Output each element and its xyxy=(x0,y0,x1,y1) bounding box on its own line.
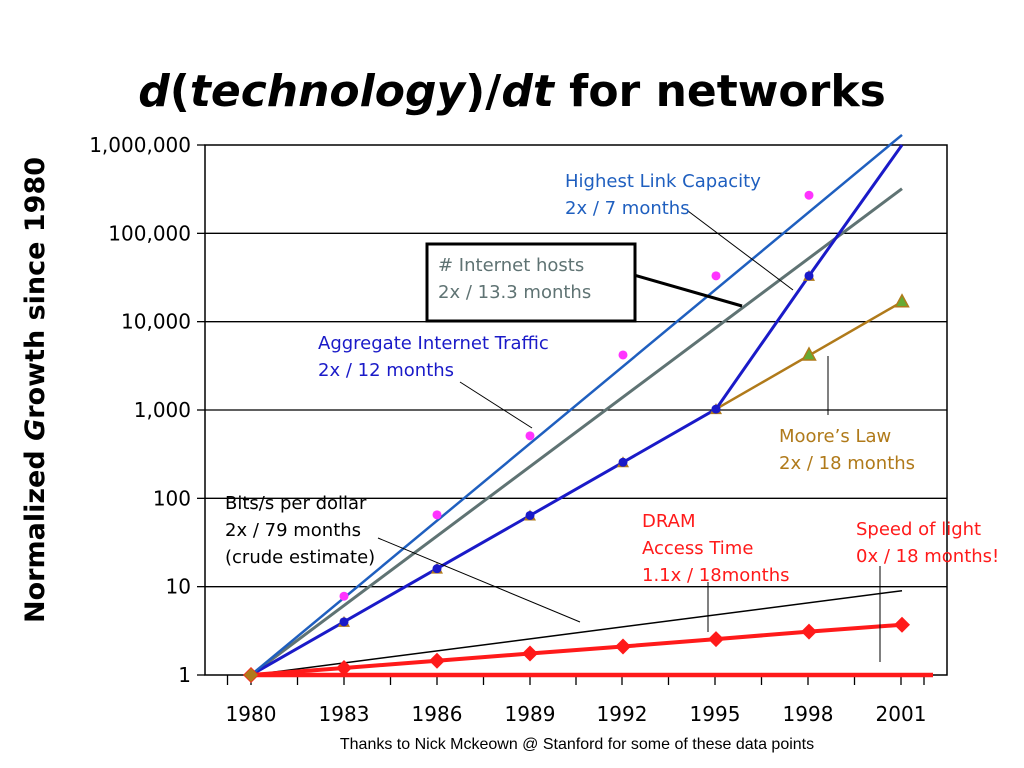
y-tick-label: 10 xyxy=(166,575,191,599)
slide-title: d(technology)/dt for networks xyxy=(138,66,886,117)
data-point-dram-access-time xyxy=(708,631,724,648)
data-point-highest-link-capacity xyxy=(525,431,535,441)
link-capacity-label: Highest Link Capacity 2x / 7 months xyxy=(565,171,761,219)
y-tick-label: 10,000 xyxy=(121,310,191,334)
bits-per-dollar-line1: Bits/s per dollar xyxy=(225,493,367,514)
aggregate-traffic-line2: 2x / 12 months xyxy=(318,360,454,381)
title-d: d xyxy=(138,66,170,117)
x-tick-label: 2001 xyxy=(876,702,927,726)
y-tick-label: 100 xyxy=(153,486,191,510)
y-tick-label: 1 xyxy=(178,663,191,687)
leader-internet-hosts xyxy=(619,269,743,308)
x-tick-label: 1998 xyxy=(783,702,834,726)
y-tick-label: 100,000 xyxy=(108,221,191,245)
grid-layer xyxy=(205,232,947,588)
data-point-dram-access-time xyxy=(801,623,817,640)
data-point-aggregate-internet-traffic xyxy=(711,404,721,414)
series-line-bits-s-per-dollar xyxy=(250,589,903,676)
data-point-dram-access-time xyxy=(429,652,445,669)
data-point-moore-s-law xyxy=(801,346,817,361)
footer-credit: Thanks to Nick Mckeown @ Stanford for so… xyxy=(340,736,814,753)
leader-link-capacity xyxy=(687,210,794,291)
aggregate-traffic-label: Aggregate Internet Traffic 2x / 12 months xyxy=(318,333,549,381)
data-point-highest-link-capacity xyxy=(432,510,442,520)
data-point-aggregate-internet-traffic xyxy=(339,617,349,627)
dram-line3: 1.1x / 18months xyxy=(642,565,790,586)
data-point-highest-link-capacity xyxy=(804,190,814,200)
data-point-highest-link-capacity xyxy=(618,350,628,360)
speed-of-light-label: Speed of light 0x / 18 months! xyxy=(856,519,999,567)
series-line-aggregate-internet-traffic xyxy=(250,144,904,677)
moores-law-line2: 2x / 18 months xyxy=(779,453,915,474)
y-tick-label: 1,000,000 xyxy=(89,133,191,157)
x-tick-label: 1992 xyxy=(597,702,648,726)
y-axis-title-before: Normalized xyxy=(20,441,51,623)
series-line-dram-access-time xyxy=(250,622,903,677)
data-point-dram-access-time xyxy=(894,616,910,633)
ticks-layer: 1 10 100 1,000 10,000 100,000 1,000,000 1980 198… xyxy=(89,133,926,726)
title-slash: )/ xyxy=(465,66,502,117)
internet-hosts-label: # Internet hosts 2x / 13.3 months xyxy=(438,255,591,303)
data-point-highest-link-capacity xyxy=(339,591,349,601)
y-tick-label: 1,000 xyxy=(134,398,191,422)
x-tick-label: 1995 xyxy=(690,702,741,726)
y-axis-title: Normalized Growth since 1980 xyxy=(20,157,51,623)
x-tick-label: 1980 xyxy=(226,702,277,726)
dram-line2: Access Time xyxy=(642,538,753,559)
title-rest: for networks xyxy=(554,66,886,117)
y-axis-title-italic: G xyxy=(20,419,51,441)
link-capacity-line1: Highest Link Capacity xyxy=(565,171,761,192)
data-point-dram-access-time xyxy=(615,638,631,655)
data-point-highest-link-capacity xyxy=(711,271,721,281)
title-dt: dt xyxy=(501,66,555,117)
x-tick-label: 1986 xyxy=(412,702,463,726)
title-open-paren: ( xyxy=(170,66,190,117)
internet-hosts-box xyxy=(425,242,637,323)
bits-per-dollar-line2: 2x / 79 months xyxy=(225,520,361,541)
link-capacity-line2: 2x / 7 months xyxy=(565,198,690,219)
title-technology: technology xyxy=(190,66,468,117)
series-line-internet-hosts xyxy=(250,187,903,677)
data-point-moore-s-law xyxy=(894,293,910,308)
moores-law-label: Moore’s Law 2x / 18 months xyxy=(779,426,915,474)
data-point-dram-access-time xyxy=(522,645,538,662)
y-axis-title-after: rowth since 1980 xyxy=(20,157,51,419)
data-point-aggregate-internet-traffic xyxy=(804,271,814,281)
internet-hosts-line2: 2x / 13.3 months xyxy=(438,282,591,303)
origin-marker xyxy=(244,668,258,682)
leader-aggregate-traffic xyxy=(459,381,533,429)
series-layer xyxy=(243,133,933,683)
speed-of-light-line2: 0x / 18 months! xyxy=(856,546,999,567)
leader-bits-per-dollar xyxy=(377,537,581,623)
internet-hosts-line1: # Internet hosts xyxy=(438,255,584,276)
dram-line1: DRAM xyxy=(642,511,695,532)
dram-label: DRAM Access Time 1.1x / 18months xyxy=(642,511,790,586)
moores-law-line1: Moore’s Law xyxy=(779,426,891,447)
data-point-aggregate-internet-traffic xyxy=(432,564,442,574)
series-line-highest-link-capacity xyxy=(250,133,903,676)
data-point-aggregate-internet-traffic xyxy=(525,510,535,520)
bits-per-dollar-line3: (crude estimate) xyxy=(225,547,375,568)
bits-per-dollar-label: Bits/s per dollar 2x / 79 months (crude es… xyxy=(225,493,375,568)
leader-lines xyxy=(377,210,881,662)
data-point-aggregate-internet-traffic xyxy=(618,457,628,467)
speed-of-light-line1: Speed of light xyxy=(856,519,981,540)
aggregate-traffic-line1: Aggregate Internet Traffic xyxy=(318,333,549,354)
data-point-dram-access-time xyxy=(336,660,352,677)
x-tick-label: 1983 xyxy=(319,702,370,726)
x-tick-label: 1989 xyxy=(505,702,556,726)
